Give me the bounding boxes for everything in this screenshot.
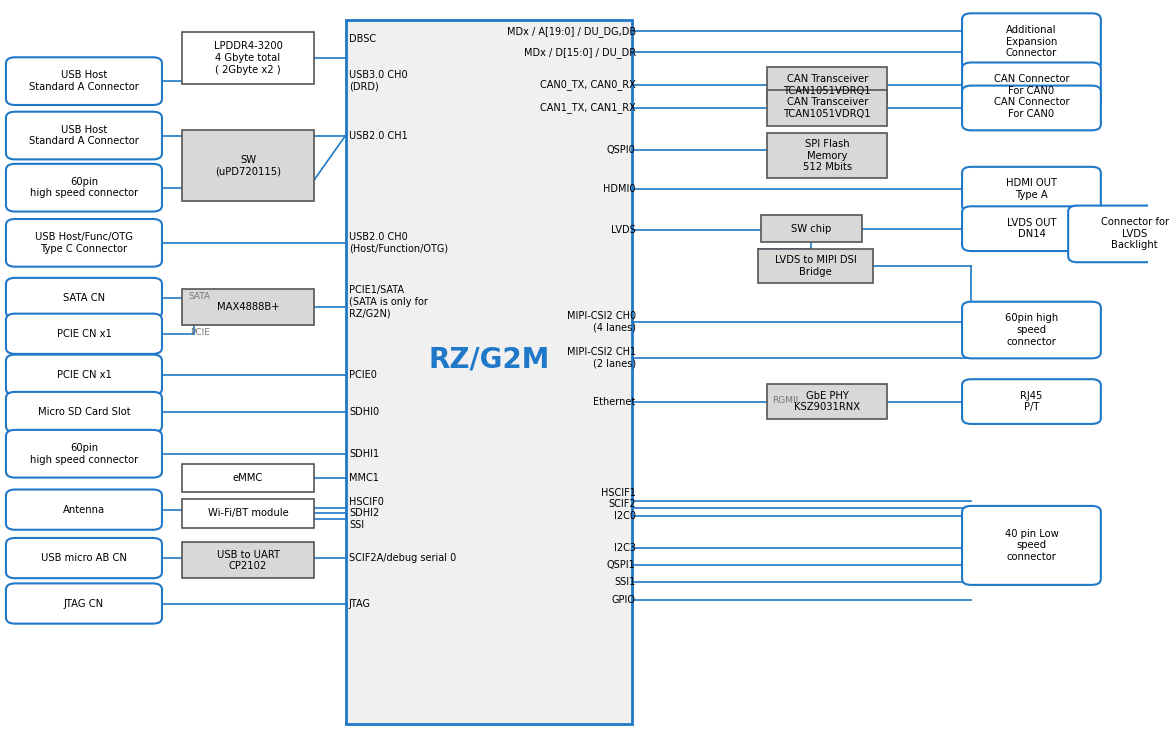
FancyBboxPatch shape [962,85,1100,130]
Bar [182,465,314,492]
Text: RGMII: RGMII [772,396,799,405]
FancyBboxPatch shape [6,219,162,267]
Text: HDMI OUT
Type A: HDMI OUT Type A [1006,178,1057,200]
Text: SATA: SATA [189,292,211,301]
Bar [767,133,888,178]
Bar [767,67,888,102]
Text: MIPI-CSI2 CH1
(2 lanes): MIPI-CSI2 CH1 (2 lanes) [567,347,636,369]
Text: QSPI1: QSPI1 [606,560,636,570]
Text: I2C3: I2C3 [613,542,636,553]
Text: Connector for
LVDS
Backlight: Connector for LVDS Backlight [1100,218,1168,251]
Text: Micro SD Card Slot: Micro SD Card Slot [38,407,130,417]
Text: Antenna: Antenna [63,505,106,515]
Text: PCIE CN x1: PCIE CN x1 [56,329,111,339]
Text: DBSC: DBSC [348,34,377,43]
Text: 60pin high
speed
connector: 60pin high speed connector [1005,313,1058,346]
Text: RZ/G2M: RZ/G2M [428,345,550,373]
Text: PCIE: PCIE [190,328,210,337]
Text: MMC1: MMC1 [348,473,379,483]
Bar [182,542,314,578]
Text: CAN Connector
For CAN0: CAN Connector For CAN0 [994,74,1070,96]
Text: SDHI1: SDHI1 [348,449,379,459]
Text: JTAG CN: JTAG CN [63,598,104,609]
FancyBboxPatch shape [962,506,1100,585]
Text: JTAG: JTAG [348,598,371,609]
Text: MDx / A[19:0] / DU_DG,DB: MDx / A[19:0] / DU_DG,DB [507,25,636,37]
Bar [767,384,888,420]
Text: USB Host
Standard A Connector: USB Host Standard A Connector [29,70,138,92]
Text: LVDS: LVDS [611,225,636,235]
FancyBboxPatch shape [6,58,162,105]
FancyBboxPatch shape [6,430,162,477]
Bar [182,289,314,325]
Text: PCIE0: PCIE0 [348,370,377,380]
Text: GPIO: GPIO [611,595,636,605]
Text: 60pin
high speed connector: 60pin high speed connector [29,177,138,198]
FancyBboxPatch shape [1069,206,1173,263]
FancyBboxPatch shape [6,538,162,578]
Text: MAX4888B+: MAX4888B+ [217,302,279,312]
FancyBboxPatch shape [6,392,162,432]
FancyBboxPatch shape [6,111,162,159]
Text: USB micro AB CN: USB micro AB CN [41,553,127,563]
FancyBboxPatch shape [6,583,162,624]
Text: PCIE1/SATA
(SATA is only for
RZ/G2N): PCIE1/SATA (SATA is only for RZ/G2N) [348,285,428,319]
Text: SW
(uPD720115): SW (uPD720115) [215,155,282,176]
Text: SPI Flash
Memory
512 Mbits: SPI Flash Memory 512 Mbits [802,139,852,172]
FancyBboxPatch shape [6,355,162,395]
Text: LVDS to MIPI DSI
Bridge: LVDS to MIPI DSI Bridge [775,255,856,277]
Text: SATA CN: SATA CN [63,293,106,303]
Bar [759,249,873,283]
Text: LVDS OUT
DN14: LVDS OUT DN14 [1006,218,1056,239]
Text: USB2.0 CH0
(Host/Function/OTG): USB2.0 CH0 (Host/Function/OTG) [348,232,448,254]
Text: QSPI0: QSPI0 [606,145,636,156]
Text: USB3.0 CH0
(DRD): USB3.0 CH0 (DRD) [348,70,407,92]
Text: USB to UART
CP2102: USB to UART CP2102 [217,550,279,571]
Text: USB Host
Standard A Connector: USB Host Standard A Connector [29,125,138,147]
Text: MIPI-CSI2 CH0
(4 lanes): MIPI-CSI2 CH0 (4 lanes) [567,311,636,333]
Text: HSCIF0
SDHI2
SSI: HSCIF0 SDHI2 SSI [348,497,384,530]
Text: LPDDR4-3200
4 Gbyte total
( 2Gbyte x2 ): LPDDR4-3200 4 Gbyte total ( 2Gbyte x2 ) [213,41,283,75]
Text: CAN Transceiver
TCAN1051VDRQ1: CAN Transceiver TCAN1051VDRQ1 [784,97,872,119]
Text: USB2.0 CH1: USB2.0 CH1 [348,131,408,141]
FancyBboxPatch shape [962,379,1100,424]
Text: HSCIF1
SCIF2
I2C0: HSCIF1 SCIF2 I2C0 [601,488,636,521]
Text: SCIF2A/debug serial 0: SCIF2A/debug serial 0 [348,553,456,563]
FancyBboxPatch shape [962,13,1100,70]
Text: MDx / D[15:0] / DU_DR: MDx / D[15:0] / DU_DR [523,46,636,58]
Text: GbE PHY
KSZ9031RNX: GbE PHY KSZ9031RNX [794,390,860,412]
Bar [182,499,314,527]
Text: Ethernet: Ethernet [594,396,636,407]
Text: USB Host/Func/OTG
Type C Connector: USB Host/Func/OTG Type C Connector [35,232,133,254]
FancyBboxPatch shape [962,301,1100,358]
Text: PCIE CN x1: PCIE CN x1 [56,370,111,380]
Text: RJ45
P/T: RJ45 P/T [1021,390,1043,412]
Text: CAN0_TX, CAN0_RX: CAN0_TX, CAN0_RX [540,79,636,91]
Bar [761,215,862,242]
Text: HDMI0: HDMI0 [603,184,636,194]
Text: Wi-Fi/BT module: Wi-Fi/BT module [208,509,289,518]
Text: eMMC: eMMC [233,473,263,483]
Text: CAN Transceiver
TCAN1051VDRQ1: CAN Transceiver TCAN1051VDRQ1 [784,74,872,96]
Bar [767,90,888,126]
Bar [182,32,314,84]
Text: CAN Connector
For CAN0: CAN Connector For CAN0 [994,97,1070,119]
Text: 40 pin Low
speed
connector: 40 pin Low speed connector [1004,529,1058,562]
Text: SW chip: SW chip [791,224,832,233]
FancyBboxPatch shape [6,278,162,318]
Text: 60pin
high speed connector: 60pin high speed connector [29,443,138,465]
Text: SDHI0: SDHI0 [348,407,379,417]
FancyBboxPatch shape [6,164,162,212]
FancyBboxPatch shape [962,167,1100,212]
Text: Additional
Expansion
Connector: Additional Expansion Connector [1005,25,1057,58]
FancyBboxPatch shape [6,313,162,354]
FancyBboxPatch shape [6,489,162,530]
FancyBboxPatch shape [962,63,1100,107]
FancyBboxPatch shape [346,20,632,724]
FancyBboxPatch shape [962,206,1100,251]
Bar [182,130,314,200]
Text: SSI1: SSI1 [615,577,636,587]
Text: CAN1_TX, CAN1_RX: CAN1_TX, CAN1_RX [540,102,636,114]
